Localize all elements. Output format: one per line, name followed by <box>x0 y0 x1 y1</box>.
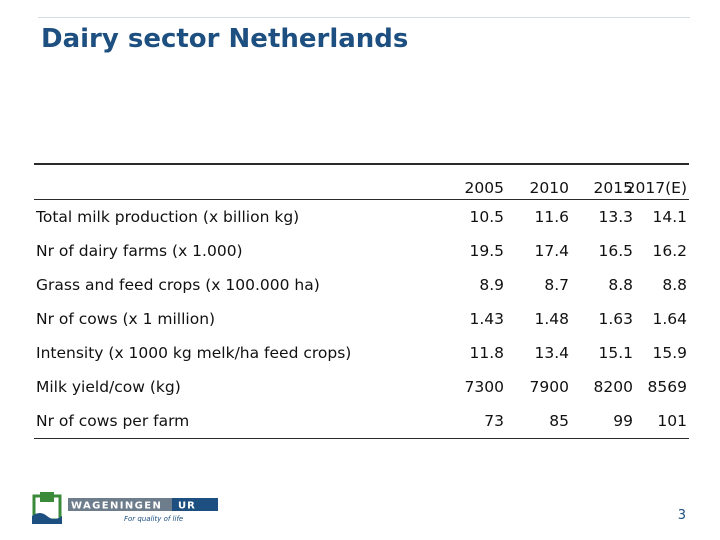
table-row-grass-feed-crops: Grass and feed crops (x 100.000 ha) 8.9 … <box>34 268 689 302</box>
cell-2010: 13.4 <box>534 344 569 362</box>
row-label: Nr of cows (x 1 million) <box>36 310 216 328</box>
table-row-milk-yield: Milk yield/cow (kg) 7300 7900 8200 8569 <box>34 370 689 404</box>
logo-suffix: UR <box>178 501 196 512</box>
wageningen-ur-logo: WAGENINGEN UR For quality of life <box>30 490 230 526</box>
table-row-intensity: Intensity (x 1000 kg melk/ha feed crops)… <box>34 336 689 370</box>
header-year-2015: 2015 <box>593 179 633 197</box>
table-row-dairy-farms: Nr of dairy farms (x 1.000) 19.5 17.4 16… <box>34 234 689 268</box>
cell-2015: 99 <box>613 412 633 430</box>
cell-2017e: 101 <box>657 412 687 430</box>
table-header-row: 2005 2010 2015 2017(E) <box>34 165 689 200</box>
cell-2015: 8.8 <box>608 276 633 294</box>
logo-emblem-top <box>40 492 54 502</box>
row-label: Grass and feed crops (x 100.000 ha) <box>36 276 320 294</box>
cell-2015: 1.63 <box>598 310 633 328</box>
dairy-data-table: 2005 2010 2015 2017(E) Total milk produc… <box>34 163 689 439</box>
cell-2015: 8200 <box>593 378 633 396</box>
row-label: Nr of dairy farms (x 1.000) <box>36 242 243 260</box>
logo-suffix-bar <box>172 498 218 511</box>
cell-2005: 19.5 <box>469 242 504 260</box>
cell-2017e: 16.2 <box>652 242 687 260</box>
cell-2005: 10.5 <box>469 208 504 226</box>
cell-2005: 1.43 <box>469 310 504 328</box>
cell-2010: 8.7 <box>544 276 569 294</box>
table-row-milk-production: Total milk production (x billion kg) 10.… <box>34 200 689 234</box>
table-row-cows: Nr of cows (x 1 million) 1.43 1.48 1.63 … <box>34 302 689 336</box>
cell-2015: 15.1 <box>598 344 633 362</box>
cell-2017e: 8.8 <box>662 276 687 294</box>
cell-2005: 8.9 <box>479 276 504 294</box>
cell-2015: 16.5 <box>598 242 633 260</box>
logo-tagline: For quality of life <box>124 515 183 523</box>
slide-title: Dairy sector Netherlands <box>41 24 409 54</box>
header-year-2005: 2005 <box>464 179 504 197</box>
top-divider <box>38 17 690 18</box>
cell-2010: 85 <box>549 412 569 430</box>
cell-2010: 17.4 <box>534 242 569 260</box>
cell-2005: 11.8 <box>469 344 504 362</box>
cell-2017e: 15.9 <box>652 344 687 362</box>
cell-2010: 7900 <box>529 378 569 396</box>
cell-2017e: 14.1 <box>652 208 687 226</box>
row-label: Intensity (x 1000 kg melk/ha feed crops) <box>36 344 352 362</box>
wageningen-ur-logo-mark: WAGENINGEN UR For quality of life <box>32 492 218 524</box>
logo-name-bar <box>68 498 172 511</box>
cell-2005: 73 <box>484 412 504 430</box>
header-year-2010: 2010 <box>529 179 569 197</box>
cell-2005: 7300 <box>464 378 504 396</box>
row-label: Total milk production (x billion kg) <box>36 208 300 226</box>
cell-2010: 1.48 <box>534 310 569 328</box>
row-label: Milk yield/cow (kg) <box>36 378 181 396</box>
cell-2017e: 8569 <box>647 378 687 396</box>
table-row-cows-per-farm: Nr of cows per farm 73 85 99 101 <box>34 404 689 439</box>
header-year-2017e: 2017(E) <box>625 179 687 197</box>
page-number: 3 <box>677 508 686 523</box>
logo-emblem-wave <box>32 513 62 524</box>
cell-2017e: 1.64 <box>652 310 687 328</box>
cell-2015: 13.3 <box>598 208 633 226</box>
cell-2010: 11.6 <box>534 208 569 226</box>
logo-name: WAGENINGEN <box>71 501 162 512</box>
row-label: Nr of cows per farm <box>36 412 190 430</box>
